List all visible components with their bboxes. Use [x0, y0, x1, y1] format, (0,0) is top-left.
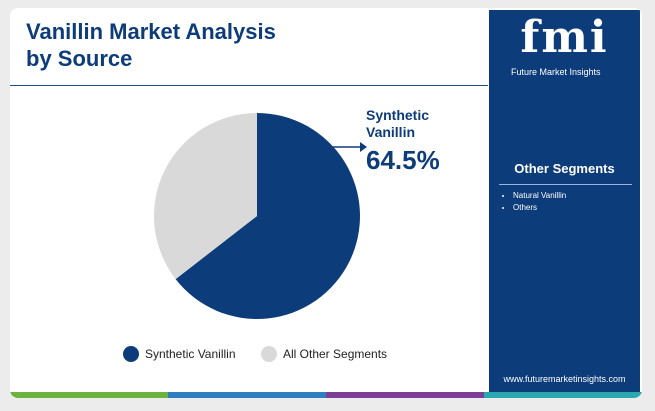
slice-label: Synthetic Vanillin [366, 107, 430, 140]
segment-list: Natural VanillinOthers [499, 190, 566, 214]
legend-label: Synthetic Vanillin [145, 347, 236, 361]
logo: fmi [520, 12, 609, 63]
logo-subtitle: Future Market Insights [511, 67, 601, 77]
chart: Synthetic Vanillin All Other Segments [123, 113, 387, 362]
divider [499, 184, 632, 185]
card: Vanillin Market Analysis by Source Synth… [10, 8, 642, 398]
website: www.futuremarketinsights.com [503, 374, 626, 384]
legend-label: All Other Segments [283, 347, 387, 361]
callout-arrowhead [360, 142, 367, 152]
segment-item: Others [513, 202, 566, 214]
sidebar-heading: Other Segments [514, 161, 615, 176]
sidebar: fmi Future Market Insights Other Segment… [489, 10, 640, 392]
legend-marker [123, 346, 139, 362]
segment-item: Natural Vanillin [513, 190, 566, 202]
pie-slice [154, 113, 257, 280]
value-label: 64.5% [366, 145, 440, 175]
legend-marker [261, 346, 277, 362]
pie-slice [175, 113, 360, 320]
color-strip [10, 392, 642, 398]
divider [10, 85, 488, 86]
chart-title: Vanillin Market Analysis by Source [26, 19, 276, 71]
